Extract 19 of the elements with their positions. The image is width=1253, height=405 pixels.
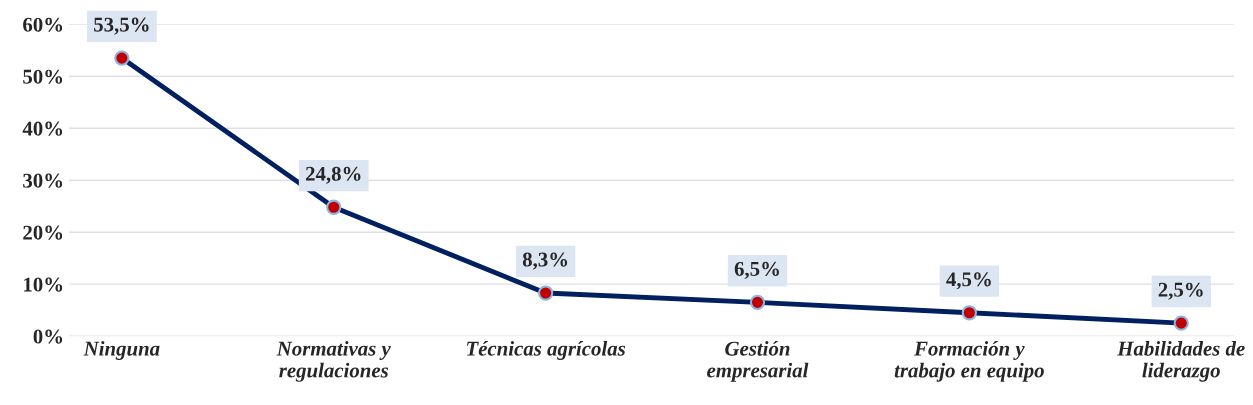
data-label: 24,8% [305, 166, 361, 184]
y-tick-label: 60% [23, 17, 63, 32]
data-label: 6,5% [734, 261, 779, 279]
data-label: 2,5% [1158, 282, 1203, 300]
x-tick-label: Técnicas agrícolas [467, 341, 626, 360]
x-tick-label: Habilidades de liderazgo [1117, 341, 1245, 382]
y-tick-label: 40% [22, 121, 63, 136]
data-label: 8,3% [522, 252, 568, 270]
data-label: 53,5% [94, 17, 149, 35]
data-label: 4,5% [946, 272, 991, 290]
y-tick-label: 20% [23, 225, 63, 240]
x-tick-label: Ninguna [83, 341, 160, 360]
y-tick-label: 30% [23, 173, 63, 188]
x-tick-label: Formación y trabajo en equipo [894, 341, 1044, 382]
y-tick-label: 50% [23, 69, 63, 84]
x-tick-label: Gestión empresarial [707, 340, 809, 382]
y-tick-label: 10% [24, 277, 63, 292]
x-tick-label: Normativas y regulaciones [276, 341, 391, 382]
y-tick-label: 0% [33, 329, 63, 344]
